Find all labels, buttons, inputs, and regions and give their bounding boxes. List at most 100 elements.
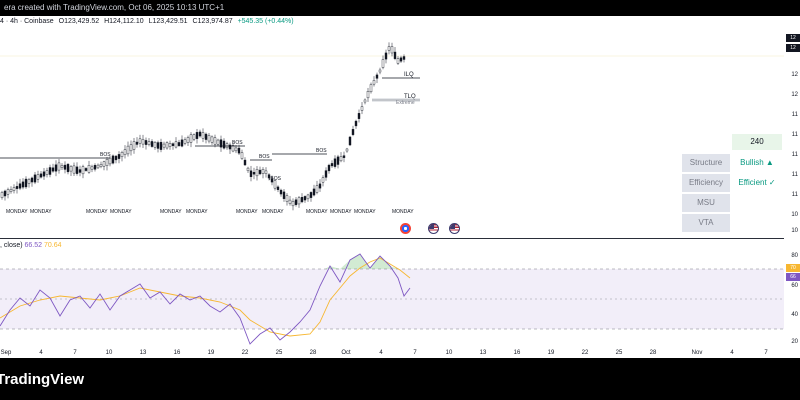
candle-body bbox=[204, 133, 208, 140]
panel-row-structure: Structure Bullish ▲ bbox=[682, 154, 782, 172]
time-label: 19 bbox=[547, 350, 555, 356]
candle-body bbox=[237, 147, 241, 154]
day-label: MONDAY bbox=[86, 209, 108, 215]
chart-area[interactable]: 4 · 4h · Coinbase O123,429.52 H124,112.1… bbox=[0, 16, 800, 348]
time-label: 4 bbox=[379, 350, 383, 356]
candle-body bbox=[186, 137, 190, 143]
candle-body bbox=[210, 136, 214, 143]
day-label: MONDAY bbox=[392, 209, 414, 215]
day-label: MONDAY bbox=[160, 209, 182, 215]
tlq-label: TLQ bbox=[404, 94, 416, 100]
candle-body bbox=[180, 139, 184, 147]
candle-body bbox=[15, 186, 19, 189]
candle-body bbox=[249, 170, 253, 178]
rsi-scale-label: 80 bbox=[791, 253, 798, 259]
bos-label-1: BOS bbox=[100, 152, 111, 158]
price-label: 10 bbox=[791, 228, 798, 234]
candle-body bbox=[363, 99, 367, 103]
candle-body bbox=[159, 141, 163, 150]
efficiency-label: Efficiency bbox=[682, 174, 730, 192]
price-label: 12 bbox=[791, 72, 798, 78]
candle-body bbox=[102, 161, 106, 167]
rsi-value-tag: 66 bbox=[786, 273, 800, 281]
us-flag-icon[interactable] bbox=[428, 223, 439, 234]
candle-body bbox=[114, 155, 118, 161]
day-label: MONDAY bbox=[330, 209, 352, 215]
time-label: Oct bbox=[341, 350, 351, 356]
candle-body bbox=[372, 80, 376, 85]
candle-body bbox=[318, 183, 322, 189]
candle-body bbox=[135, 141, 139, 145]
candle-body bbox=[45, 170, 49, 175]
candle-body bbox=[57, 162, 61, 171]
candle-body bbox=[120, 152, 124, 157]
candle-body bbox=[234, 147, 238, 152]
time-label: 16 bbox=[513, 350, 521, 356]
price-tag: 12 bbox=[786, 44, 800, 52]
candle-body bbox=[294, 199, 298, 205]
candle-body bbox=[273, 180, 277, 189]
close-value: C123,974.87 bbox=[192, 18, 233, 25]
rsi-ma-value: 70.64 bbox=[44, 242, 62, 249]
candle-body bbox=[195, 132, 199, 139]
chart-title: era created with TradingView.com, Oct 06… bbox=[4, 3, 225, 12]
time-label: 4 bbox=[730, 350, 734, 356]
time-label: Sep bbox=[0, 350, 12, 356]
time-label: 28 bbox=[649, 350, 657, 356]
candle-body bbox=[333, 158, 337, 167]
economic-event-icon[interactable] bbox=[400, 223, 411, 234]
candle-body bbox=[198, 131, 202, 137]
candle-body bbox=[54, 164, 58, 172]
candle-body bbox=[270, 178, 274, 183]
pane-divider[interactable] bbox=[0, 238, 800, 239]
us-flag-icon[interactable] bbox=[449, 223, 460, 234]
candle-body bbox=[42, 171, 46, 177]
price-chart[interactable]: BOS BOS BOS BOS IBOS ILQ TLQ Extreme MON… bbox=[0, 16, 784, 238]
candle-body bbox=[252, 171, 256, 175]
panel-row-efficiency: Efficiency Efficient ✓ bbox=[682, 174, 782, 192]
candle-body bbox=[174, 141, 178, 148]
panel-row-vta: VTA bbox=[682, 214, 782, 232]
candle-body bbox=[108, 157, 112, 165]
candle-body bbox=[375, 74, 379, 79]
candle-body bbox=[78, 169, 82, 173]
candle-body bbox=[399, 57, 403, 62]
candle-body bbox=[33, 174, 37, 183]
candle-body bbox=[9, 189, 13, 192]
candle-body bbox=[303, 196, 307, 201]
price-label: 11 bbox=[791, 132, 798, 138]
candle-body bbox=[66, 163, 70, 173]
candle-body bbox=[213, 137, 217, 145]
candle-body bbox=[75, 166, 79, 174]
price-scale[interactable]: 12 12 12 12 11 11 11 11 11 10 10 bbox=[784, 16, 800, 238]
candle-body bbox=[81, 166, 85, 175]
candle-body bbox=[240, 152, 244, 159]
candle-body bbox=[216, 139, 220, 145]
price-label: 10 bbox=[791, 212, 798, 218]
candle-body bbox=[279, 189, 283, 195]
time-label: 19 bbox=[207, 350, 215, 356]
candle-body bbox=[189, 134, 193, 143]
price-label: 11 bbox=[791, 152, 798, 158]
rsi-scale[interactable]: 80 70 66 60 40 20 bbox=[784, 238, 800, 348]
msu-label: MSU bbox=[682, 194, 730, 212]
candle-body bbox=[261, 169, 265, 174]
candle-body bbox=[282, 191, 286, 199]
day-label: MONDAY bbox=[110, 209, 132, 215]
time-label: 4 bbox=[39, 350, 43, 356]
candle-body bbox=[243, 159, 247, 166]
candle-body bbox=[150, 141, 154, 147]
candle-body bbox=[162, 143, 166, 148]
candle-body bbox=[30, 177, 34, 183]
ohlc-legend: 4 · 4h · Coinbase O123,429.52 H124,112.1… bbox=[0, 18, 297, 25]
candle-body bbox=[39, 173, 43, 178]
candle-body bbox=[84, 168, 88, 171]
candle-body bbox=[36, 174, 40, 180]
time-label: Nov bbox=[691, 350, 703, 356]
candle-body bbox=[165, 142, 169, 149]
current-price-tag: 12 bbox=[786, 34, 800, 42]
rsi-chart[interactable] bbox=[0, 238, 784, 348]
candle-body bbox=[306, 194, 310, 200]
time-axis[interactable]: Sep 4 7 10 13 16 19 22 25 28 Oct 4 7 10 … bbox=[0, 348, 800, 358]
structure-label: Structure bbox=[682, 154, 730, 172]
